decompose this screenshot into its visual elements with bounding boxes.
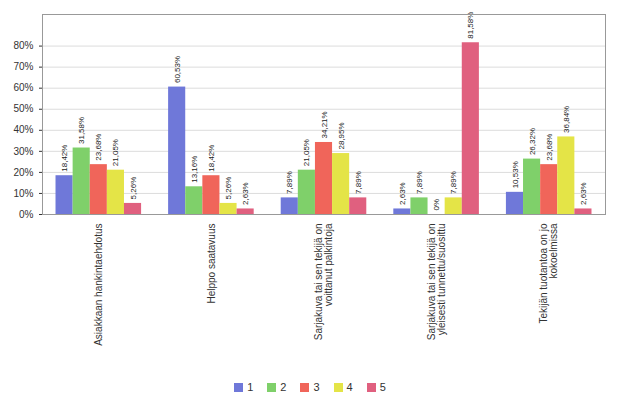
svg-text:18,42%: 18,42%	[207, 145, 216, 172]
svg-text:7,89%: 7,89%	[449, 171, 458, 194]
svg-text:7,89%: 7,89%	[354, 171, 363, 194]
svg-text:0%: 0%	[19, 209, 34, 220]
svg-text:70%: 70%	[13, 61, 33, 72]
svg-text:10%: 10%	[13, 188, 33, 199]
svg-text:21,05%: 21,05%	[302, 139, 311, 166]
svg-text:7,89%: 7,89%	[285, 171, 294, 194]
svg-text:34,21%: 34,21%	[320, 111, 329, 138]
svg-text:81,58%: 81,58%	[466, 12, 475, 39]
svg-text:10,53%: 10,53%	[511, 161, 520, 188]
svg-text:21,05%: 21,05%	[111, 139, 120, 166]
svg-text:23,68%: 23,68%	[94, 134, 103, 161]
svg-text:Sarjakuva tai sen tekijä onyle: Sarjakuva tai sen tekijä onyleisesti tun…	[426, 224, 447, 341]
svg-text:2,63%: 2,63%	[241, 182, 250, 205]
svg-text:18,42%: 18,42%	[60, 145, 69, 172]
svg-text:2,63%: 2,63%	[579, 182, 588, 205]
svg-text:7,89%: 7,89%	[415, 171, 424, 194]
svg-text:13,16%: 13,16%	[190, 156, 199, 183]
html-text:3: 3	[313, 381, 320, 393]
svg-text:Tekijän tuotantoa on jokokoelm: Tekijän tuotantoa on jokokoelmissa	[538, 223, 559, 324]
svg-text:Helppo saatavuus: Helppo saatavuus	[206, 224, 217, 304]
html-text:1: 1	[247, 381, 254, 393]
svg-text:5,26%: 5,26%	[129, 177, 138, 200]
svg-text:31,58%: 31,58%	[77, 117, 86, 144]
svg-text:Asiakkaan hankintaehdotus: Asiakkaan hankintaehdotus	[93, 224, 104, 346]
html-text:2: 2	[280, 381, 287, 393]
svg-text:28,95%: 28,95%	[337, 122, 346, 149]
svg-text:50%: 50%	[13, 103, 33, 114]
html-text:4: 4	[346, 381, 353, 393]
svg-text:5,26%: 5,26%	[224, 177, 233, 200]
svg-text:Sarjakuva tai sen tekijä onvoi: Sarjakuva tai sen tekijä onvoittanut pal…	[313, 223, 334, 340]
svg-text:36,84%: 36,84%	[562, 106, 571, 133]
svg-text:30%: 30%	[13, 146, 33, 157]
svg-text:23,68%: 23,68%	[545, 134, 554, 161]
svg-text:20%: 20%	[13, 167, 33, 178]
html-text:5: 5	[379, 381, 386, 393]
svg-text:2,63%: 2,63%	[398, 182, 407, 205]
svg-text:0%: 0%	[432, 199, 441, 211]
svg-text:40%: 40%	[13, 124, 33, 135]
svg-text:26,32%: 26,32%	[528, 128, 537, 155]
svg-text:60%: 60%	[13, 82, 33, 93]
svg-text:80%: 80%	[13, 40, 33, 51]
svg-text:60,53%: 60,53%	[173, 56, 182, 83]
